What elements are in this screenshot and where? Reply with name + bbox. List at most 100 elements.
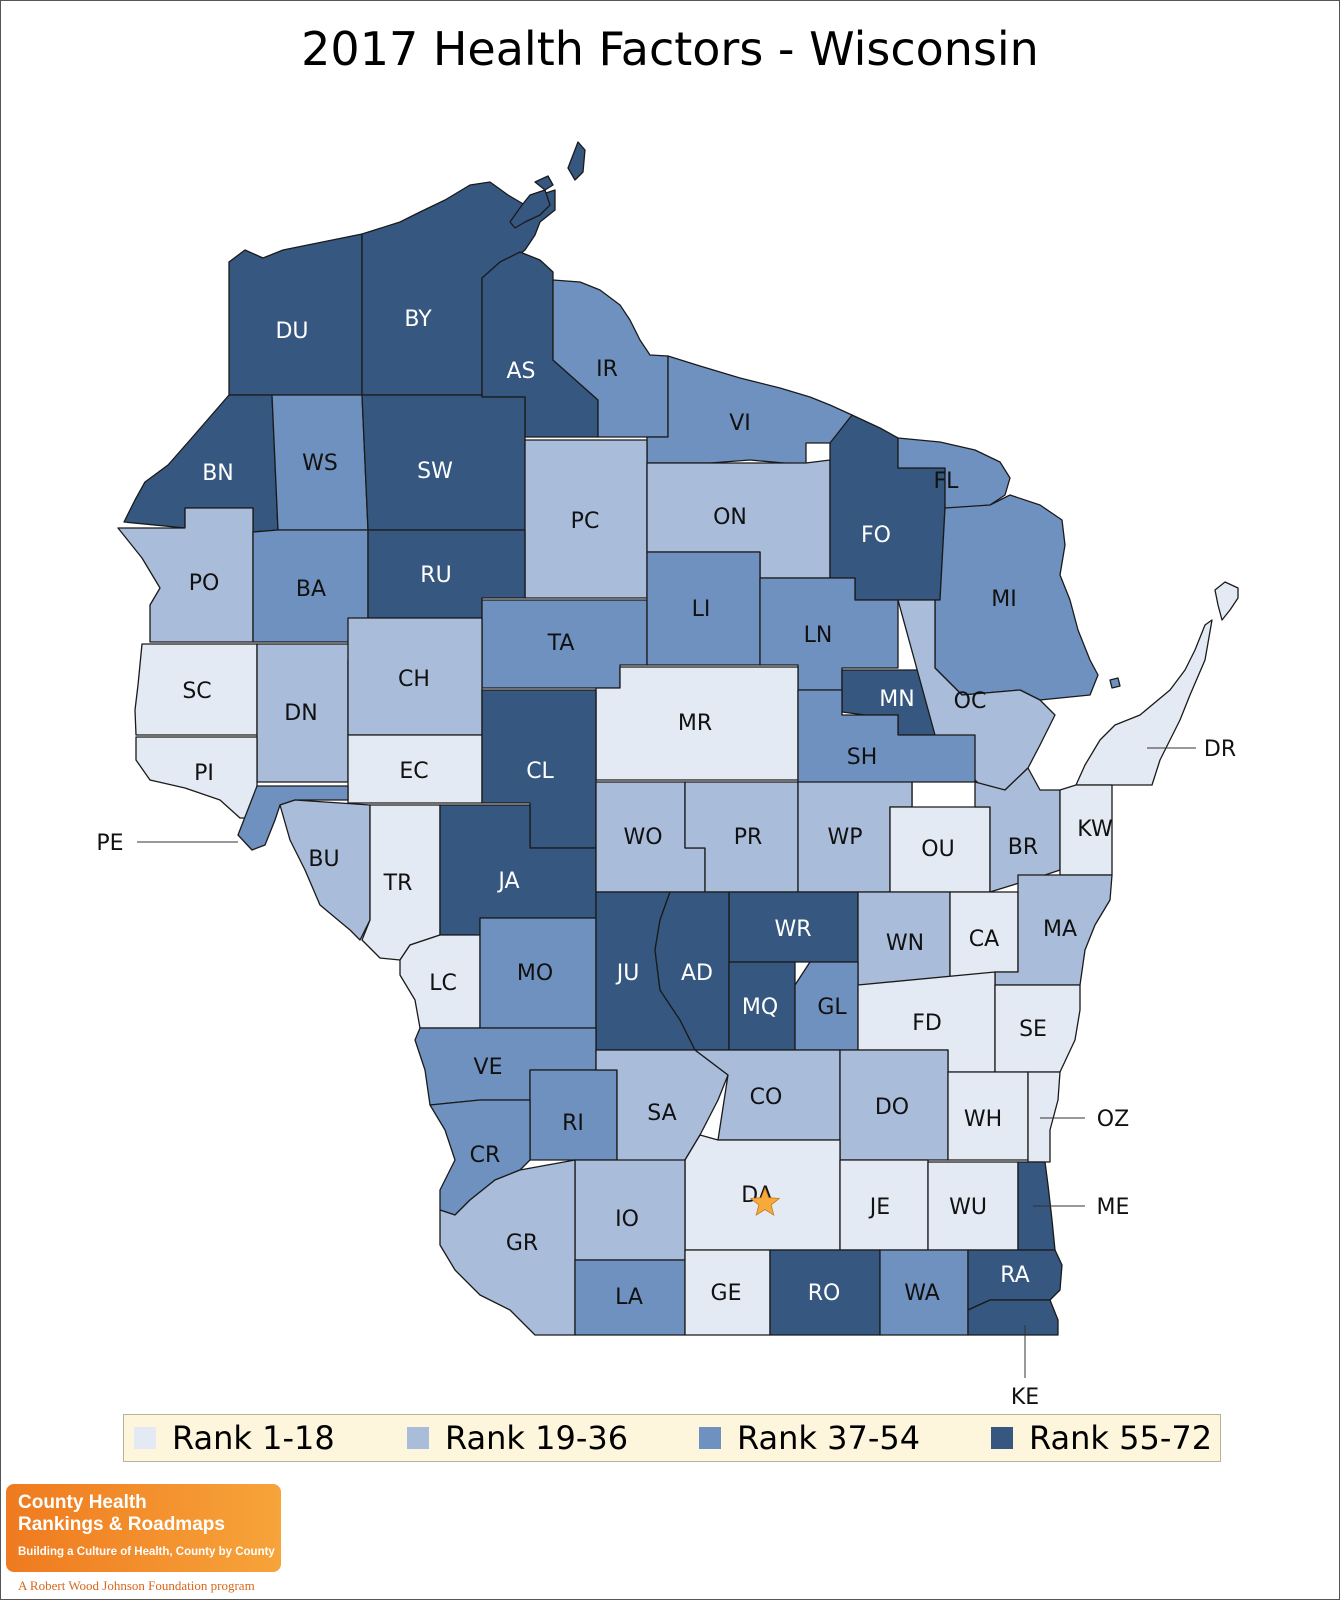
county-label-ba: BA (296, 577, 326, 602)
county-label-po: PO (189, 571, 220, 596)
county-label-gl: GL (817, 995, 847, 1020)
county-pi (135, 736, 279, 819)
county-label-ri: RI (562, 1111, 584, 1136)
county-label-pi: PI (194, 761, 214, 786)
county-ir (552, 279, 669, 438)
county-label-ta: TA (547, 631, 575, 656)
county-label-kw: KW (1077, 817, 1113, 842)
legend-swatch (699, 1427, 721, 1449)
county-label-mn: MN (879, 687, 914, 712)
county-label-wp: WP (827, 825, 862, 850)
county-label-pc: PC (571, 509, 600, 534)
legend-item-rank-19-36: Rank 19-36 (407, 1415, 628, 1461)
county-ln (759, 577, 899, 691)
county-label-wh: WH (964, 1107, 1002, 1132)
county-label-je: JE (868, 1195, 890, 1220)
county-bu (279, 799, 371, 941)
county-label-io: IO (615, 1207, 639, 1232)
county-pe (237, 785, 349, 851)
county-label-cr: CR (470, 1143, 501, 1168)
map-title: 2017 Health Factors - Wisconsin (301, 22, 1039, 76)
county-label-ra: RA (1000, 1263, 1029, 1288)
county-label-ve: VE (474, 1055, 503, 1080)
logo-line-1: County Health (18, 1492, 147, 1513)
county-label-wu: WU (949, 1195, 987, 1220)
county-label-fd: FD (912, 1011, 942, 1036)
capital-star-icon (749, 1186, 781, 1216)
county-label-ge: GE (711, 1281, 742, 1306)
county-label-ir: IR (596, 357, 618, 382)
county-label-ro: RO (808, 1281, 841, 1306)
county-label-sc: SC (182, 679, 211, 704)
county-label-vi: VI (729, 411, 751, 436)
county-label-oc: OC (954, 689, 987, 714)
county-label-ad: AD (681, 961, 713, 986)
county-label-bn: BN (202, 461, 234, 486)
county-label-wn: WN (886, 931, 924, 956)
county-label-on: ON (713, 505, 747, 530)
county-label-sa: SA (647, 1101, 676, 1126)
county-label-la: LA (615, 1285, 643, 1310)
county-label-li: LI (692, 597, 711, 622)
county-fl (897, 437, 1011, 509)
county-label-sh: SH (847, 745, 878, 770)
county-oz (1027, 1071, 1061, 1163)
county-health-rankings-logo: County Health Rankings & Roadmaps Buildi… (6, 1484, 281, 1572)
county-label-ju: JU (615, 961, 640, 986)
county-by (509, 189, 551, 229)
county-ma (994, 874, 1113, 986)
legend-label: Rank 1-18 (172, 1419, 335, 1457)
county-label-ln: LN (804, 623, 833, 648)
county-label-ws: WS (302, 451, 338, 476)
legend-swatch (134, 1427, 156, 1449)
county-label-cl: CL (526, 759, 554, 784)
county-label-sw: SW (417, 459, 453, 484)
county-label-ec: EC (399, 759, 428, 784)
legend-label: Rank 19-36 (445, 1419, 629, 1457)
county-label-dr: DR (1204, 737, 1236, 762)
county-label-wa: WA (904, 1281, 940, 1306)
legend: Rank 1-18 Rank 19-36 Rank 37-54 Rank 55-… (123, 1414, 1221, 1462)
county-label-br: BR (1008, 835, 1038, 860)
legend-label: Rank 55-72 (1029, 1419, 1213, 1457)
county-by (567, 141, 586, 181)
county-ad (654, 891, 730, 1051)
county-dr (1075, 619, 1213, 786)
county-dr (1214, 581, 1239, 621)
county-label-do: DO (875, 1095, 909, 1120)
county-label-pr: PR (734, 825, 763, 850)
logo-line-2: Rankings & Roadmaps (18, 1514, 225, 1535)
legend-item-rank-1-18: Rank 1-18 (134, 1415, 335, 1461)
county-label-ma: MA (1043, 917, 1077, 942)
county-label-mq: MQ (742, 995, 778, 1020)
county-by (534, 175, 554, 191)
county-label-mi: MI (991, 587, 1016, 612)
legend-swatch (407, 1427, 429, 1449)
county-mi (1109, 677, 1121, 689)
county-kw (1059, 784, 1113, 876)
county-label-co: CO (750, 1085, 783, 1110)
legend-label: Rank 37-54 (737, 1419, 921, 1457)
county-label-as: AS (506, 359, 535, 384)
county-label-lc: LC (429, 971, 457, 996)
county-label-mo: MO (517, 961, 553, 986)
logo-tagline: Building a Culture of Health, County by … (18, 1546, 275, 1558)
county-label-pe: PE (96, 831, 123, 856)
county-label-oz: OZ (1097, 1107, 1129, 1132)
county-label-bu: BU (308, 847, 339, 872)
county-label-wo: WO (623, 825, 662, 850)
legend-swatch (991, 1427, 1013, 1449)
county-label-fl: FL (934, 469, 960, 494)
county-label-ja: JA (496, 869, 519, 894)
sponsor-line: A Robert Wood Johnson Foundation program (18, 1578, 255, 1593)
legend-item-rank-37-54: Rank 37-54 (699, 1415, 920, 1461)
county-label-gr: GR (506, 1231, 538, 1256)
county-label-ch: CH (398, 667, 430, 692)
county-label-ca: CA (969, 927, 999, 952)
county-label-ru: RU (420, 563, 451, 588)
county-label-ou: OU (921, 837, 954, 862)
county-ke (967, 1299, 1059, 1336)
county-du (228, 233, 363, 396)
county-label-du: DU (275, 319, 308, 344)
